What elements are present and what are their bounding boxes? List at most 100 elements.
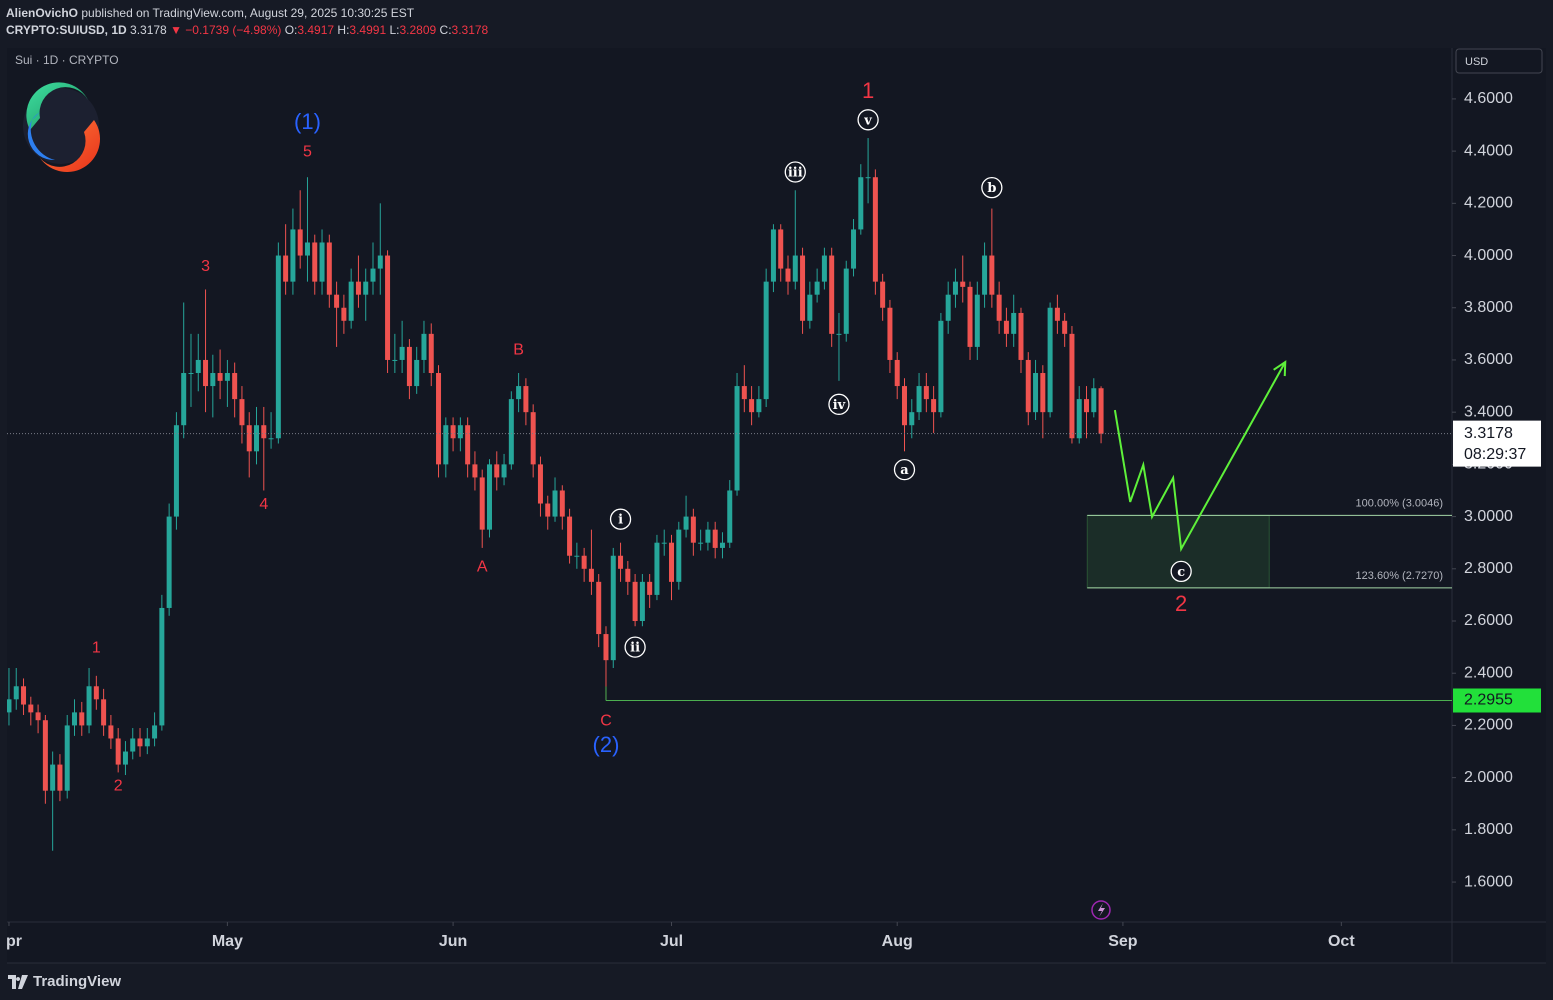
wave-label: 5 bbox=[303, 143, 312, 160]
candle-body bbox=[770, 229, 776, 282]
candle-body bbox=[1054, 307, 1060, 321]
logo bbox=[23, 82, 101, 173]
candle-body bbox=[843, 268, 849, 334]
candle-body bbox=[385, 255, 391, 360]
candle-body bbox=[421, 333, 427, 360]
y-tick-label: 2.6000 bbox=[1464, 612, 1513, 629]
candle-body bbox=[472, 464, 478, 478]
candle-body bbox=[865, 177, 871, 179]
wave-label: 1 bbox=[92, 639, 101, 656]
candle-body bbox=[188, 373, 194, 375]
candle-body bbox=[130, 738, 136, 752]
candle-body bbox=[1025, 359, 1031, 413]
candle-body bbox=[1033, 373, 1039, 413]
symbol-line: CRYPTO:SUIUSD, 1D 3.3178 ▼ −0.1739 (−4.9… bbox=[6, 22, 488, 39]
candle-body bbox=[137, 738, 143, 747]
candle-body bbox=[1091, 388, 1097, 413]
y-tick-label: 3.0000 bbox=[1464, 508, 1513, 525]
candle-body bbox=[661, 542, 667, 544]
ohlc-o-value: 3.4917 bbox=[297, 23, 335, 37]
last: 3.3178 bbox=[130, 23, 167, 37]
candle-body bbox=[960, 281, 966, 287]
candle-body bbox=[203, 359, 209, 387]
candle-body bbox=[596, 581, 602, 635]
y-tick-label: 3.6000 bbox=[1464, 351, 1513, 368]
countdown: 08:29:37 bbox=[1464, 446, 1526, 463]
wave-label-circle bbox=[857, 109, 879, 131]
candle-body bbox=[698, 542, 704, 544]
candle-body bbox=[1084, 399, 1090, 413]
candle-body bbox=[443, 425, 449, 465]
candle-body bbox=[821, 255, 827, 282]
symbol: CRYPTO:SUIUSD, 1D bbox=[6, 23, 127, 37]
candle-body bbox=[232, 373, 238, 400]
wave-label: 2 bbox=[114, 778, 123, 795]
x-tick-label: Sep bbox=[1108, 933, 1138, 950]
candle-body bbox=[734, 386, 740, 491]
y-tick-label: 2.8000 bbox=[1464, 560, 1513, 577]
candle-body bbox=[989, 255, 995, 295]
level-tag bbox=[1453, 688, 1541, 713]
y-tick-label: 1.8000 bbox=[1464, 821, 1513, 838]
currency-button[interactable] bbox=[1455, 48, 1543, 74]
candle-body bbox=[727, 490, 733, 543]
current-price-label: 3.3178 bbox=[1464, 425, 1513, 442]
fib-level-label: 100.00% (3.0046) bbox=[1356, 497, 1443, 509]
ohlc-l: L: bbox=[389, 23, 400, 37]
candle-body bbox=[923, 386, 929, 400]
candle-body bbox=[297, 229, 303, 256]
candle-body bbox=[632, 581, 638, 622]
candle-body bbox=[530, 412, 536, 465]
candle-body bbox=[1003, 320, 1009, 334]
wave-label: v bbox=[863, 113, 872, 128]
candle-body bbox=[1069, 333, 1075, 439]
current-price-tag bbox=[1453, 420, 1541, 467]
candle-body bbox=[457, 425, 463, 439]
candle-body bbox=[486, 464, 492, 530]
candle-body bbox=[1011, 312, 1017, 334]
candle-body bbox=[428, 333, 434, 374]
wave-label-circle bbox=[828, 393, 850, 415]
wave-label-circle bbox=[609, 508, 632, 530]
ohlc-h: H: bbox=[337, 23, 350, 37]
candle-body bbox=[603, 634, 609, 661]
ohlc-c: C: bbox=[439, 23, 452, 37]
currency[interactable]: USD bbox=[1465, 56, 1488, 68]
candle-body bbox=[574, 555, 580, 557]
wave-label: C bbox=[600, 712, 612, 729]
candle-body bbox=[50, 764, 56, 791]
wave-label: i bbox=[618, 513, 623, 528]
candle-body bbox=[647, 581, 653, 595]
candle-body bbox=[676, 529, 682, 582]
candle-body bbox=[894, 359, 900, 387]
x-tick-label: Jun bbox=[439, 933, 467, 950]
candle-body bbox=[858, 177, 864, 230]
candle-body bbox=[42, 720, 48, 791]
candle-body bbox=[567, 516, 573, 556]
candle-body bbox=[261, 425, 267, 439]
candle-body bbox=[901, 386, 907, 426]
header: AlienOvichO published on TradingView.com… bbox=[6, 5, 488, 39]
candle-body bbox=[1018, 312, 1024, 360]
legend: Sui · 1D · CRYPTO bbox=[15, 53, 119, 67]
y-tick-label: 3.4000 bbox=[1464, 403, 1513, 420]
candle-body bbox=[465, 425, 471, 465]
candle-body bbox=[967, 286, 973, 347]
wave-label: B bbox=[513, 342, 524, 359]
candle-body bbox=[938, 320, 944, 413]
projection-arrowhead bbox=[1273, 360, 1287, 377]
candle-body bbox=[792, 255, 798, 282]
wave-label: b bbox=[987, 181, 996, 196]
brand: TradingView bbox=[33, 973, 121, 990]
fib-level-label: 123.60% (2.7270) bbox=[1356, 570, 1443, 582]
candle-body bbox=[406, 346, 412, 387]
wave-label: a bbox=[900, 463, 909, 478]
wave-label: ii bbox=[630, 641, 640, 656]
candle-body bbox=[909, 412, 915, 426]
wave-label-circle bbox=[784, 161, 806, 183]
x-tick-label: Oct bbox=[1328, 933, 1355, 950]
candle-body bbox=[683, 516, 689, 530]
publish-line: AlienOvichO published on TradingView.com… bbox=[6, 5, 488, 22]
candle-body bbox=[144, 738, 150, 747]
